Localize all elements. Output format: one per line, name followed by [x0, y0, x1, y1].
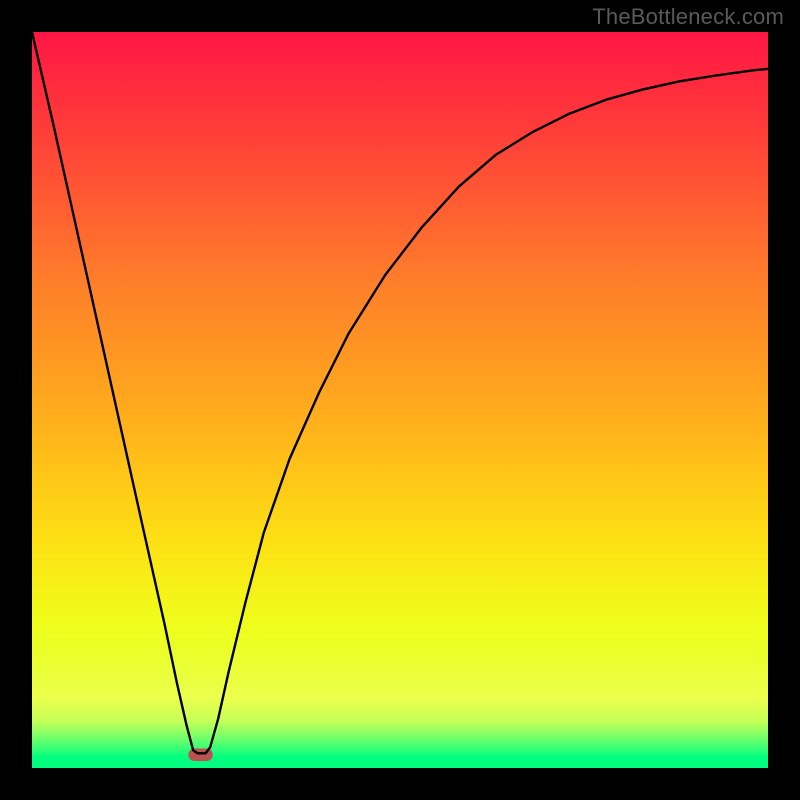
watermark-text: TheBottleneck.com [592, 4, 784, 30]
plot-area [32, 32, 768, 768]
chart-svg [32, 32, 768, 768]
chart-frame: TheBottleneck.com [0, 0, 800, 800]
gradient-background [32, 32, 768, 768]
